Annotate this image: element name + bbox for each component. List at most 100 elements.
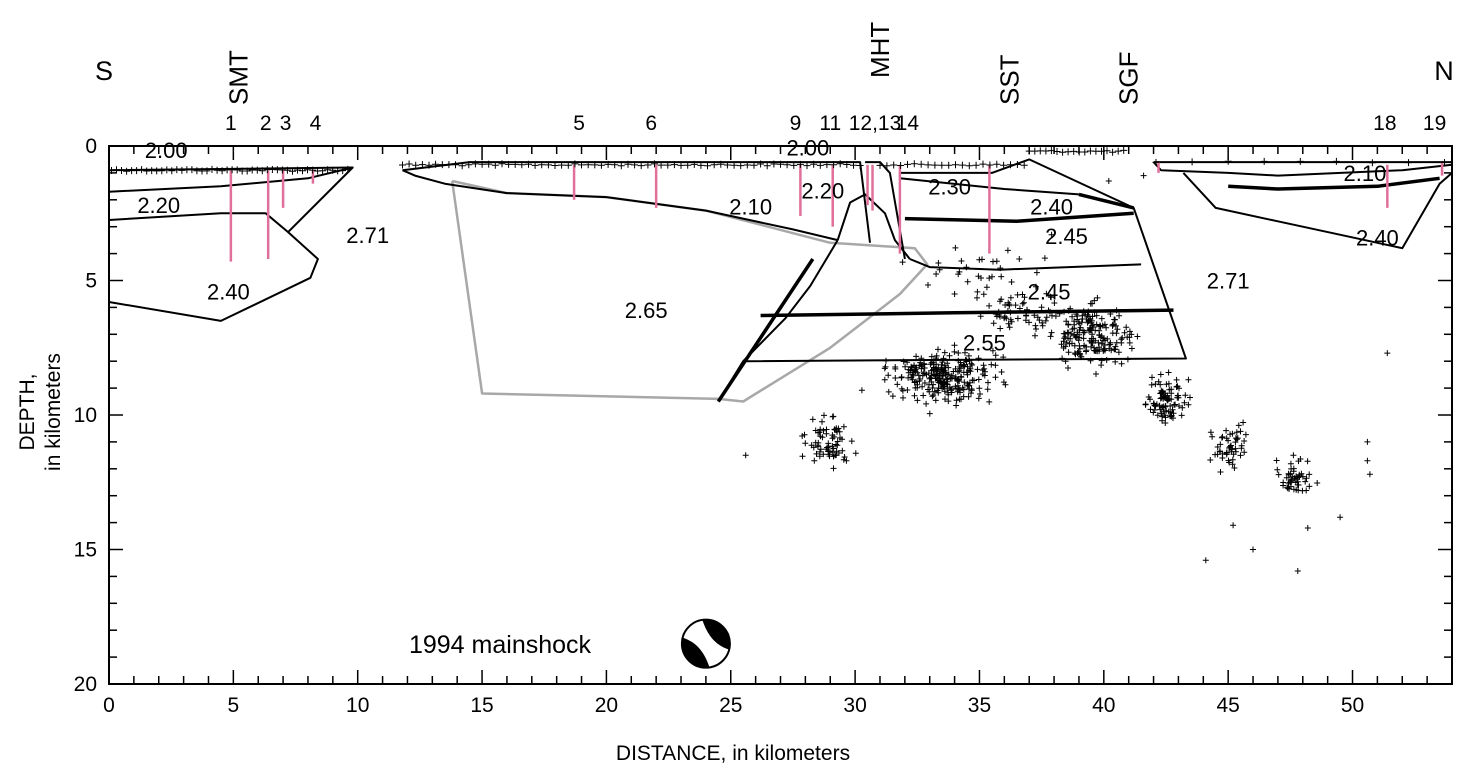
hypocenter-marker	[955, 376, 962, 383]
model-boundary	[108, 166, 353, 193]
hypocenter-marker	[883, 357, 889, 364]
hypocenter-marker	[925, 282, 931, 288]
hypocenter-marker	[942, 396, 948, 403]
hypocenter-marker	[899, 259, 906, 266]
hypocenter-marker	[1219, 433, 1226, 440]
model-boundary	[904, 211, 1134, 224]
hypocenter-marker	[1078, 353, 1085, 360]
hypocenter-marker	[834, 442, 841, 449]
surface-station-marker	[1013, 161, 1021, 168]
hypocenter-marker	[964, 363, 971, 370]
model-boundary	[865, 161, 906, 260]
hypocenter-marker	[976, 385, 983, 392]
x-axis-title: DISTANCE, in kilometers	[616, 742, 850, 765]
hypocenter-marker	[809, 416, 816, 423]
hypocenter-marker	[958, 258, 965, 264]
hypocenter-marker	[900, 358, 907, 365]
hypocenter-marker	[933, 271, 940, 277]
surface-station-marker	[611, 161, 619, 169]
model-boundary	[1228, 176, 1440, 191]
model-boundary	[108, 166, 354, 234]
hypocenter-marker	[817, 426, 824, 433]
hypocenter-marker	[1288, 477, 1295, 484]
hypocenter-marker	[935, 346, 941, 353]
hypocenter-marker	[1097, 322, 1103, 329]
hypocenter-marker	[934, 372, 941, 379]
hypocenter-marker	[904, 359, 911, 366]
hypocenter-marker	[1079, 312, 1086, 319]
hypocenter-marker	[881, 376, 888, 383]
hypocenter-marker	[974, 366, 981, 373]
surface-station-marker	[1000, 161, 1008, 169]
hypocenter-marker	[1073, 311, 1080, 318]
hypocenter-marker	[812, 427, 819, 434]
surface-station-marker	[243, 167, 251, 175]
surface-station-marker	[690, 160, 698, 168]
beachball-quadrant	[681, 637, 710, 668]
hypocenter-marker	[835, 450, 842, 456]
hypocenter-marker	[944, 378, 951, 385]
hypocenter-marker	[1118, 336, 1125, 343]
x-tick-label: 40	[1092, 694, 1115, 717]
hypocenter-marker	[1062, 343, 1069, 350]
hypocenter-marker	[953, 397, 960, 404]
hypocenter-marker	[1241, 449, 1248, 456]
hypocenter-marker	[926, 410, 933, 417]
density-value-label: 2.40	[207, 279, 250, 304]
density-value-label: 2.40	[1030, 195, 1073, 220]
hypocenter-marker	[1231, 465, 1238, 471]
hypocenter-marker	[1171, 401, 1178, 408]
hypocenter-marker	[1219, 455, 1226, 461]
hypocenter-marker	[1075, 348, 1082, 355]
hypocenter-marker	[1063, 339, 1070, 346]
hypocenter-marker	[848, 438, 855, 445]
surface-station-marker	[917, 160, 925, 168]
hypocenter-marker	[811, 457, 818, 464]
surface-station-marker	[452, 161, 459, 169]
surface-station-marker	[412, 161, 420, 169]
surface-station-marker	[319, 167, 327, 175]
hypocenter-marker	[911, 363, 918, 369]
hypocenter-marker	[1090, 324, 1097, 330]
hypocenter-marker	[925, 386, 931, 393]
hypocenter-marker	[821, 412, 827, 419]
surface-station-marker	[525, 160, 532, 168]
hypocenter-marker	[1157, 395, 1164, 402]
surface-markers	[108, 146, 1448, 175]
model-boundary	[108, 231, 319, 322]
surface-station-marker	[723, 161, 731, 169]
hypocenter-marker	[1095, 339, 1102, 346]
surface-station-marker	[498, 160, 506, 168]
hypocenter-marker	[969, 362, 976, 368]
density-value-label: 2.71	[346, 223, 389, 248]
y-tick-label: 15	[74, 539, 97, 562]
hypocenter-marker	[939, 359, 946, 366]
surface-station-marker	[1109, 148, 1117, 156]
hypocenter-marker	[1014, 315, 1021, 322]
surface-station-marker	[938, 161, 946, 169]
hypocenter-marker	[1167, 413, 1173, 419]
hypocenter-marker	[918, 355, 925, 362]
y-tick-label: 10	[74, 404, 97, 427]
surface-station-marker	[203, 167, 211, 175]
hypocenter-marker	[1071, 332, 1078, 339]
hypocenter-marker	[975, 355, 982, 362]
hypocenter-marker	[1016, 305, 1023, 312]
hypocenter-marker	[1066, 340, 1073, 347]
station-number-label: 19	[1423, 112, 1446, 135]
hypocenter-marker	[1217, 469, 1224, 475]
surface-station-marker	[173, 166, 181, 174]
hypocenter-marker	[825, 451, 832, 458]
y-tick-label: 0	[85, 135, 97, 158]
hypocenter-marker	[984, 386, 991, 393]
hypocenter-marker	[1169, 406, 1176, 413]
surface-station-marker	[1260, 157, 1268, 165]
hypocenter-marker	[882, 363, 889, 370]
hypocenter-marker	[942, 364, 949, 371]
x-tick-label: 35	[968, 694, 991, 717]
hypocenter-marker	[1240, 419, 1247, 426]
station-number-label: 14	[896, 112, 920, 135]
hypocenter-marker	[885, 372, 892, 379]
hypocenter-marker	[911, 392, 918, 399]
